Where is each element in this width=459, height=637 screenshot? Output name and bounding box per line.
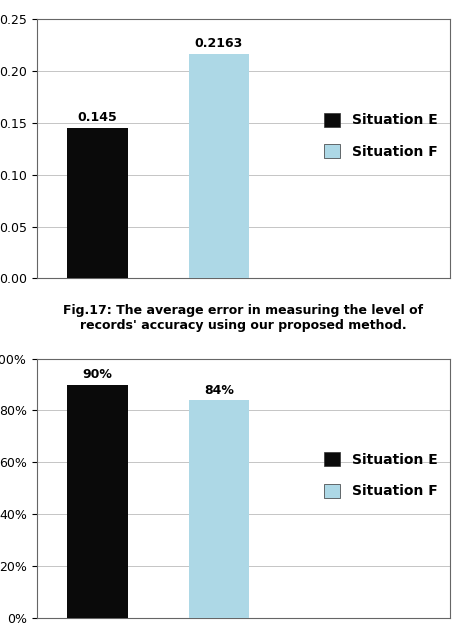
Text: 0.2163: 0.2163 xyxy=(195,37,243,50)
Legend: Situation E, Situation F: Situation E, Situation F xyxy=(318,447,443,504)
Text: 84%: 84% xyxy=(204,384,234,397)
Bar xyxy=(189,400,249,618)
Bar xyxy=(189,54,249,278)
Text: 90%: 90% xyxy=(83,368,112,382)
Text: Fig.17: The average error in measuring the level of
records' accuracy using our : Fig.17: The average error in measuring t… xyxy=(63,304,423,333)
Legend: Situation E, Situation F: Situation E, Situation F xyxy=(318,107,443,164)
Text: 0.145: 0.145 xyxy=(78,111,118,124)
Bar xyxy=(67,128,128,278)
Bar xyxy=(67,385,128,618)
